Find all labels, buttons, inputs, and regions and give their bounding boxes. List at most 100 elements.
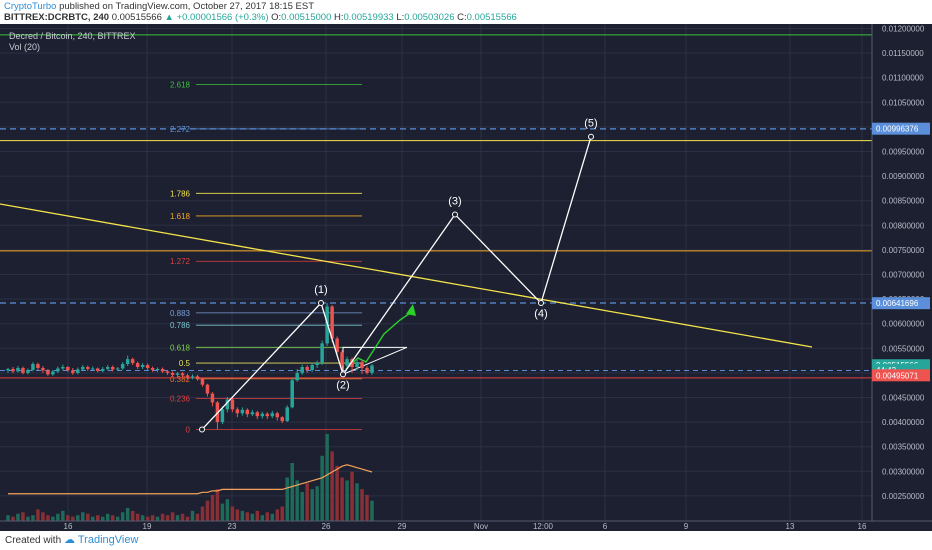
volume-bar bbox=[320, 455, 324, 521]
candle-body bbox=[305, 366, 309, 370]
symbol-label: BITTREX:DCRBTC, 240 bbox=[4, 12, 110, 23]
candle-body bbox=[185, 375, 190, 378]
candle-body bbox=[275, 413, 280, 418]
fib-label: 0.883 bbox=[170, 309, 191, 318]
volume-bar bbox=[340, 477, 344, 521]
price-tick: 0.00550000 bbox=[882, 344, 925, 353]
time-tick: 16 bbox=[858, 522, 867, 531]
candle-body bbox=[340, 352, 344, 366]
volume-bar bbox=[16, 513, 20, 521]
time-axis: 16 19 23 26 29 Nov 12:00 6 9 13 16 bbox=[0, 520, 932, 531]
volume-bar bbox=[225, 499, 230, 521]
price-label-box bbox=[872, 122, 930, 135]
price-tick: 0.00350000 bbox=[882, 443, 925, 452]
volume-bar bbox=[355, 483, 359, 521]
footer-created: Created with bbox=[5, 535, 62, 546]
volume-bar bbox=[200, 506, 205, 521]
publish-line: CryptoTurbo published on TradingView.com… bbox=[4, 1, 314, 12]
volume-ma-line bbox=[8, 464, 373, 495]
price-label-box bbox=[872, 297, 930, 310]
volume-bar bbox=[195, 513, 200, 521]
elliott-waves: (1) (2) (3) (4) (5) bbox=[199, 118, 598, 433]
candle-body bbox=[140, 365, 145, 367]
fib-label: 2.618 bbox=[170, 81, 191, 90]
volume-bar bbox=[220, 503, 225, 521]
author-link[interactable]: CryptoTurbo bbox=[4, 1, 57, 12]
candle-body bbox=[91, 368, 95, 370]
publish-header: CryptoTurbo published on TradingView.com… bbox=[0, 0, 932, 24]
candle-body bbox=[61, 366, 65, 369]
fib-label: 0.786 bbox=[170, 321, 191, 330]
volume-bar bbox=[280, 506, 284, 521]
volume-bar bbox=[26, 516, 30, 521]
volume-legend: Vol (20) bbox=[9, 42, 41, 52]
candle-body bbox=[11, 368, 15, 372]
volume-bar bbox=[46, 515, 50, 521]
ohlc-line: BITTREX:DCRBTC, 240 0.00515566 ▲ +0.0000… bbox=[4, 12, 517, 23]
projection-arrowhead bbox=[406, 304, 416, 316]
volume-bar bbox=[51, 516, 55, 521]
price-tick: 0.01150000 bbox=[882, 49, 924, 58]
volume-bar bbox=[105, 513, 110, 521]
candle-body bbox=[370, 365, 374, 373]
volume-bar bbox=[240, 510, 245, 521]
volume-bar bbox=[235, 509, 240, 521]
candle-body bbox=[210, 393, 215, 403]
candle-body bbox=[125, 359, 130, 365]
close-value: 0.00515566 bbox=[466, 12, 517, 23]
volume-bar bbox=[130, 510, 135, 521]
volume-bar bbox=[315, 486, 319, 521]
price-tick: 0.01100000 bbox=[882, 74, 924, 83]
volume-bar bbox=[205, 500, 210, 521]
volume-bar bbox=[6, 515, 10, 521]
candle-body bbox=[345, 359, 349, 366]
time-tick: 12:00 bbox=[533, 522, 554, 531]
last-price: 0.00515566 bbox=[111, 12, 162, 23]
fib-label: 0.5 bbox=[179, 359, 191, 368]
candle-body bbox=[335, 338, 339, 353]
volume-bar bbox=[330, 451, 334, 521]
candle-body bbox=[260, 413, 265, 417]
volume-bar bbox=[170, 512, 175, 521]
volume-bar bbox=[245, 512, 250, 521]
price-tick: 0.00700000 bbox=[882, 271, 925, 280]
volume-bar bbox=[91, 516, 95, 521]
candle-body bbox=[46, 370, 50, 375]
candle-body bbox=[220, 409, 225, 423]
candle-body bbox=[66, 366, 70, 371]
price-tick: 0.00400000 bbox=[882, 418, 925, 427]
candle-body bbox=[6, 368, 10, 371]
volume-bar bbox=[81, 512, 85, 521]
candle-body bbox=[86, 366, 90, 369]
price-chart[interactable]: 2.6182.2721.7861.6181.2720.8830.7860.618… bbox=[0, 24, 932, 531]
time-tick: 9 bbox=[684, 522, 689, 531]
candle-body bbox=[300, 366, 304, 373]
price-tick: 0.00250000 bbox=[882, 492, 925, 501]
tradingview-logo[interactable]: ☁ TradingView bbox=[64, 534, 139, 546]
wave-node bbox=[452, 211, 458, 218]
price-tick: 0.00900000 bbox=[882, 172, 925, 181]
candle-body bbox=[105, 366, 110, 369]
projection-arrow bbox=[345, 310, 414, 370]
fib-label: 1.272 bbox=[170, 257, 191, 266]
open-label: O: bbox=[271, 12, 282, 23]
price-axis: 0.01200000 0.01150000 0.01100000 0.01050000… bbox=[871, 24, 930, 521]
candle-body bbox=[165, 371, 170, 373]
candle-body bbox=[120, 364, 125, 369]
volume-bar bbox=[250, 513, 255, 521]
volume-bar bbox=[265, 512, 270, 521]
fib-label: 1.618 bbox=[170, 212, 191, 221]
volume-bar bbox=[71, 516, 75, 521]
volume-bar bbox=[140, 515, 145, 521]
price-tick: 0.00450000 bbox=[882, 394, 925, 403]
wave-label: (4) bbox=[534, 308, 547, 320]
volume-bar bbox=[155, 516, 160, 521]
volume-bar bbox=[275, 509, 280, 521]
candle-body bbox=[315, 363, 319, 366]
candle-body bbox=[320, 343, 324, 364]
footer: Created with ☁ TradingView bbox=[0, 531, 932, 550]
volume-bar bbox=[365, 494, 369, 521]
candlesticks bbox=[6, 303, 374, 430]
candle-body bbox=[290, 380, 294, 408]
price-tick: 0.01200000 bbox=[882, 25, 925, 34]
